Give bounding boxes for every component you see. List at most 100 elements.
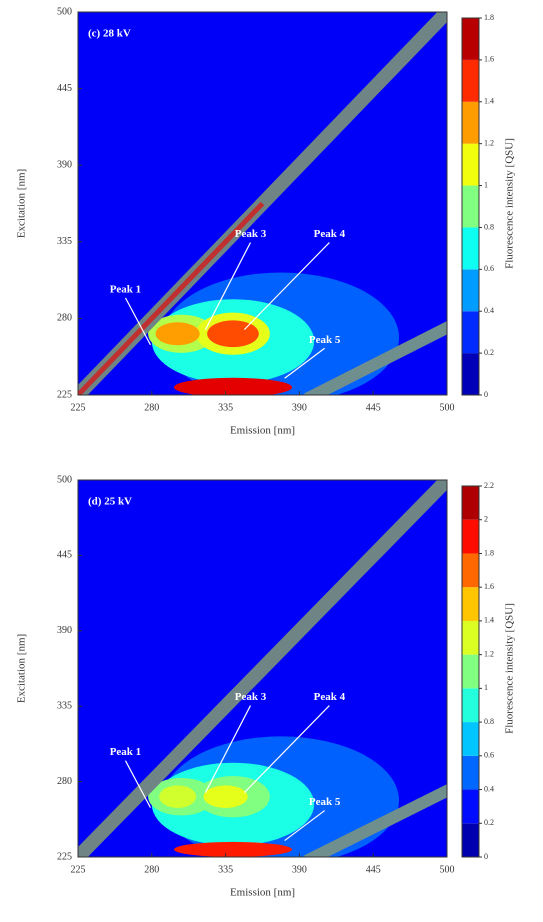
colorbar-frame (461, 17, 480, 396)
colorbar-tick-label: 1.2 (484, 138, 494, 147)
colorbar-tick-label: 0.4 (484, 784, 494, 793)
colorbar-segment (462, 143, 479, 186)
plot-area (78, 480, 447, 857)
colorbar-tick-label: 1.8 (484, 13, 494, 22)
contour-region (207, 320, 259, 348)
colorbar-tick-label: 1.4 (484, 616, 494, 625)
colorbar-segment (462, 823, 479, 857)
x-axis-label: Emission [nm] (230, 425, 295, 437)
colorbar-segment (462, 755, 479, 790)
y-tick-label: 335 (57, 236, 72, 247)
annotation-label: Peak 4 (314, 228, 346, 240)
colorbar-tick-label: 1.8 (484, 548, 494, 557)
annotation-leader (204, 705, 252, 793)
colorbar-tick-label: 0.8 (484, 717, 494, 726)
x-tick-label: 335 (218, 864, 233, 875)
colorbar-segment (462, 620, 479, 655)
colorbar-tick-label: 1.6 (484, 55, 494, 64)
y-tick-label: 390 (57, 625, 72, 636)
y-axis-label: Excitation [nm] (16, 169, 28, 238)
plot-area (78, 12, 447, 395)
x-axis-label: Emission [nm] (230, 887, 295, 899)
scatter-band-core (78, 201, 265, 395)
scatter-band-core (78, 666, 265, 857)
annotation-leader (243, 242, 330, 330)
colorbar-tick-label: 1 (484, 180, 488, 189)
colorbar-tick-label: 1.2 (484, 649, 494, 658)
y-tick-label: 445 (57, 83, 72, 94)
colorbar-label: Fluorescence intensity [QSU] (504, 603, 516, 734)
colorbar-segment (462, 722, 479, 756)
colorbar-tick-label: 0.8 (484, 222, 494, 231)
colorbar-tick-label: 0.4 (484, 306, 494, 315)
y-tick-label: 280 (57, 313, 72, 324)
colorbar-segment (462, 59, 479, 102)
colorbar-tick-label: 2.2 (484, 481, 494, 490)
colorbar-segment (462, 587, 479, 621)
colorbar-segment (462, 101, 479, 144)
colorbar-segment (462, 269, 479, 312)
colorbar-tick-label: 0.2 (484, 818, 494, 827)
contour-region (159, 785, 197, 808)
y-tick-label: 500 (57, 474, 72, 485)
annotation-label: Peak 5 (309, 796, 341, 808)
y-axis-label: Excitation [nm] (16, 634, 28, 703)
x-tick-label: 500 (440, 402, 455, 413)
colorbar-tick-label: 1.6 (484, 582, 494, 591)
colorbar-segment (462, 789, 479, 824)
annotation-label: Peak 1 (110, 283, 141, 295)
x-tick-label: 280 (144, 402, 159, 413)
colorbar-segment (462, 654, 479, 689)
annotation-leader (124, 297, 151, 346)
contour-region (173, 377, 293, 395)
contour-region (155, 322, 200, 346)
colorbar-segment (462, 553, 479, 588)
x-tick-label: 280 (144, 864, 159, 875)
colorbar-tick-label: 0.2 (484, 348, 494, 357)
panel-title: (c) 28 kV (88, 28, 131, 40)
y-tick-label: 445 (57, 550, 72, 561)
colorbar-tick-label: 0.6 (484, 264, 494, 273)
colorbar-segment (462, 486, 479, 520)
colorbar-segment (462, 311, 479, 354)
annotation-leader (204, 242, 252, 330)
x-tick-label: 390 (292, 402, 307, 413)
colorbar-segment (462, 519, 479, 554)
annotation-leader (284, 347, 326, 379)
colorbar-segment (462, 185, 479, 228)
annotation-label: Peak 3 (235, 228, 267, 240)
colorbar-frame (461, 485, 480, 858)
colorbar-segment (462, 353, 479, 395)
second-order-band (304, 321, 447, 395)
x-tick-label: 500 (440, 864, 455, 875)
y-tick-label: 280 (57, 776, 72, 787)
y-tick-label: 335 (57, 700, 72, 711)
x-tick-label: 225 (71, 402, 86, 413)
colorbar-tick-label: 0.6 (484, 751, 494, 760)
colorbar-tick-label: 0 (484, 852, 488, 861)
annotation-label: Peak 4 (314, 691, 346, 703)
colorbar-tick-label: 0 (484, 390, 488, 399)
y-tick-label: 225 (57, 851, 72, 862)
second-order-band (304, 784, 447, 857)
panel-title: (d) 25 kV (88, 496, 132, 508)
annotation-label: Peak 3 (235, 691, 267, 703)
colorbar-tick-label: 1 (484, 683, 488, 692)
annotation-label: Peak 1 (110, 746, 141, 758)
x-tick-label: 445 (366, 864, 381, 875)
y-tick-label: 390 (57, 159, 72, 170)
colorbar-segment (462, 688, 479, 723)
x-tick-label: 390 (292, 864, 307, 875)
colorbar-segment (462, 227, 479, 270)
y-tick-label: 225 (57, 389, 72, 400)
x-tick-label: 445 (366, 402, 381, 413)
plot-frame (77, 479, 448, 858)
annotation-label: Peak 5 (309, 334, 341, 346)
annotation-leader (243, 705, 330, 793)
x-tick-label: 335 (218, 402, 233, 413)
contour-region (203, 785, 248, 808)
colorbar-tick-label: 2 (484, 515, 488, 524)
y-tick-label: 500 (57, 6, 72, 17)
annotation-leader (124, 760, 151, 808)
